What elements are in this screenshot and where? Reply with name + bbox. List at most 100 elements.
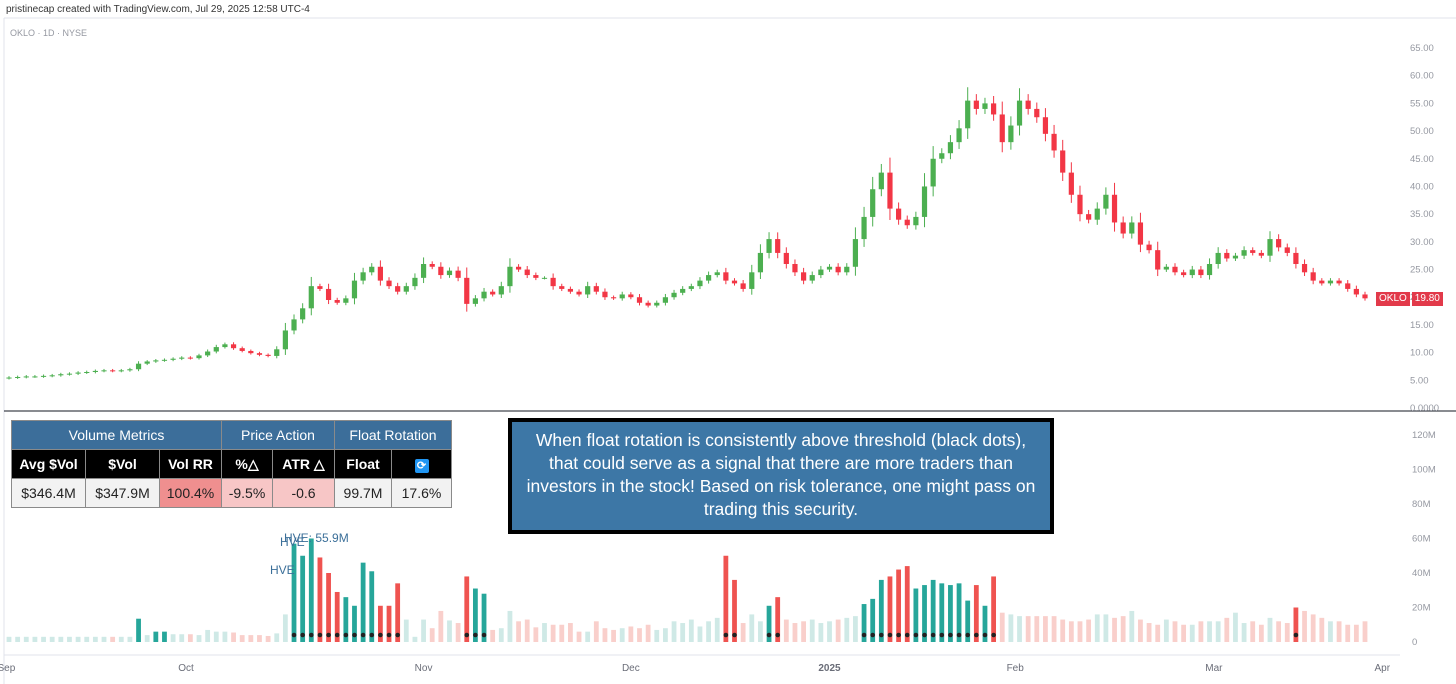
candle-body [6, 377, 12, 379]
volume-bar [101, 636, 107, 642]
hve-label: HVE [270, 563, 295, 577]
volume-bar [637, 628, 642, 642]
candle-body [472, 298, 478, 304]
candle-body [127, 369, 133, 371]
float-rotation-dot [395, 632, 400, 638]
float-rotation-dot [913, 632, 919, 638]
price-tick-label: 25.00 [1410, 265, 1434, 276]
volume-bar [377, 605, 383, 642]
volume-tick-label: 40M [1412, 568, 1431, 579]
volume-bar [922, 585, 927, 642]
candle-body [58, 374, 64, 376]
candle-body [282, 330, 288, 350]
candle-body [861, 216, 867, 240]
volume-bar [576, 631, 582, 642]
volume-bar [326, 573, 331, 642]
volume-bar [550, 624, 556, 642]
candle-body [1129, 222, 1135, 234]
candle-body [1224, 252, 1230, 259]
refresh-icon[interactable]: ⟳ [414, 458, 429, 473]
symbol-label: OKLO · 1D · NYSE [10, 28, 88, 38]
candle-body [671, 292, 677, 298]
volume-bar [775, 597, 781, 642]
volume-bar [1008, 614, 1014, 642]
group-price-action: Price Action [221, 420, 335, 450]
volume-bar [818, 623, 824, 642]
candle-body [1068, 172, 1074, 195]
float-rotation-dot [896, 632, 901, 638]
volume-bar [766, 605, 772, 642]
volume-bar [1328, 621, 1333, 642]
volume-bar [1250, 621, 1256, 642]
candle-body [412, 277, 418, 287]
candle-body [921, 186, 928, 217]
candle-body [1060, 150, 1066, 173]
volume-bar [1224, 617, 1230, 642]
price-tick-label: 40.00 [1410, 181, 1434, 192]
volume-bar [1043, 616, 1048, 642]
price-tick-label: 45.00 [1410, 154, 1434, 165]
volume-bar [1241, 623, 1247, 642]
candle-body [507, 266, 513, 287]
volume-bar [948, 585, 953, 642]
candle-body [913, 216, 919, 226]
volume-bar [352, 605, 357, 642]
candle-body [300, 308, 306, 320]
candle-body [1206, 264, 1213, 276]
time-tick-label: Dec [622, 663, 640, 674]
candle-body [887, 172, 893, 209]
volume-bar [490, 629, 496, 642]
float-rotation-dot [922, 632, 927, 638]
candle-body [23, 376, 29, 378]
candle-body [1042, 117, 1049, 134]
volume-bar [395, 583, 401, 642]
volume-bar [1112, 617, 1117, 642]
volume-bar [1336, 621, 1342, 642]
candle-body [360, 272, 366, 281]
candle-body [628, 294, 634, 298]
header-refresh[interactable]: ⟳ [391, 449, 452, 479]
candle-body [386, 280, 392, 287]
candle-body [826, 266, 833, 270]
float-rotation-dot [291, 632, 297, 638]
candle-body [645, 302, 651, 306]
candle-body [1362, 294, 1368, 299]
volume-bar [835, 619, 841, 642]
volume-bar [749, 614, 755, 642]
candle-body [973, 100, 979, 109]
price-tick-label: 30.00 [1410, 237, 1434, 248]
candle-body [403, 286, 409, 292]
candle-body [1345, 283, 1351, 289]
price-grid [3, 17, 1456, 684]
candle-body [1353, 288, 1359, 295]
volume-bar [92, 636, 98, 642]
volume-bar [1094, 614, 1100, 642]
candle-body [205, 351, 211, 356]
volume-bar [913, 588, 919, 642]
volume-bar [75, 636, 81, 642]
candle-body [1094, 208, 1100, 220]
volume-bar [282, 614, 288, 642]
candle-body [567, 288, 574, 292]
value-vol: $347.9M [85, 478, 160, 508]
candle-body [610, 297, 617, 299]
candle-body [870, 189, 876, 217]
volume-bar [334, 591, 340, 642]
volume-bar [654, 629, 660, 642]
volume-bar [1198, 621, 1204, 642]
candle-body [325, 288, 332, 300]
float-rotation-dots [291, 632, 1299, 638]
volume-bar [1017, 616, 1022, 642]
volume-bar [1051, 616, 1057, 642]
candle-body [66, 373, 73, 375]
float-rotation-dot [974, 632, 979, 638]
candle-body [118, 370, 124, 372]
candle-body [947, 142, 954, 154]
volume-bar [991, 576, 997, 642]
candle-body [1250, 250, 1256, 253]
volume-bar [887, 576, 893, 642]
candle-body [32, 376, 38, 378]
float-rotation-dot [334, 632, 340, 638]
candle-body [464, 277, 470, 304]
volume-bar [792, 623, 798, 642]
